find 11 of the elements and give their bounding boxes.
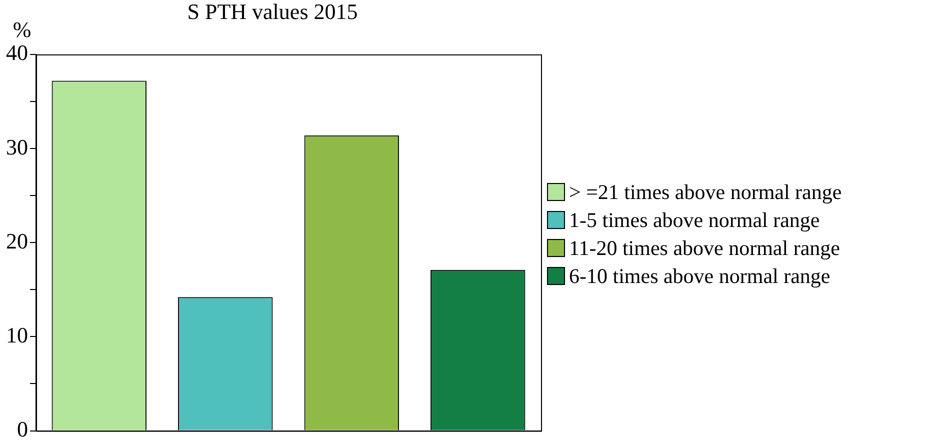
legend-label: > =21 times above normal range — [569, 180, 842, 204]
legend-label: 6-10 times above normal range — [569, 264, 830, 288]
y-tick-label: 40 — [6, 40, 28, 66]
y-tick-label: 0 — [17, 416, 28, 442]
y-tick-label: 30 — [6, 134, 28, 160]
legend-label: 11-20 times above normal range — [569, 236, 840, 260]
chart-title: S PTH values 2015 — [187, 0, 358, 24]
y-axis-title: % — [12, 17, 32, 42]
y-tick-label: 20 — [6, 228, 28, 254]
legend-label: 1-5 times above normal range — [569, 208, 820, 232]
y-tick-label: 10 — [6, 322, 28, 348]
